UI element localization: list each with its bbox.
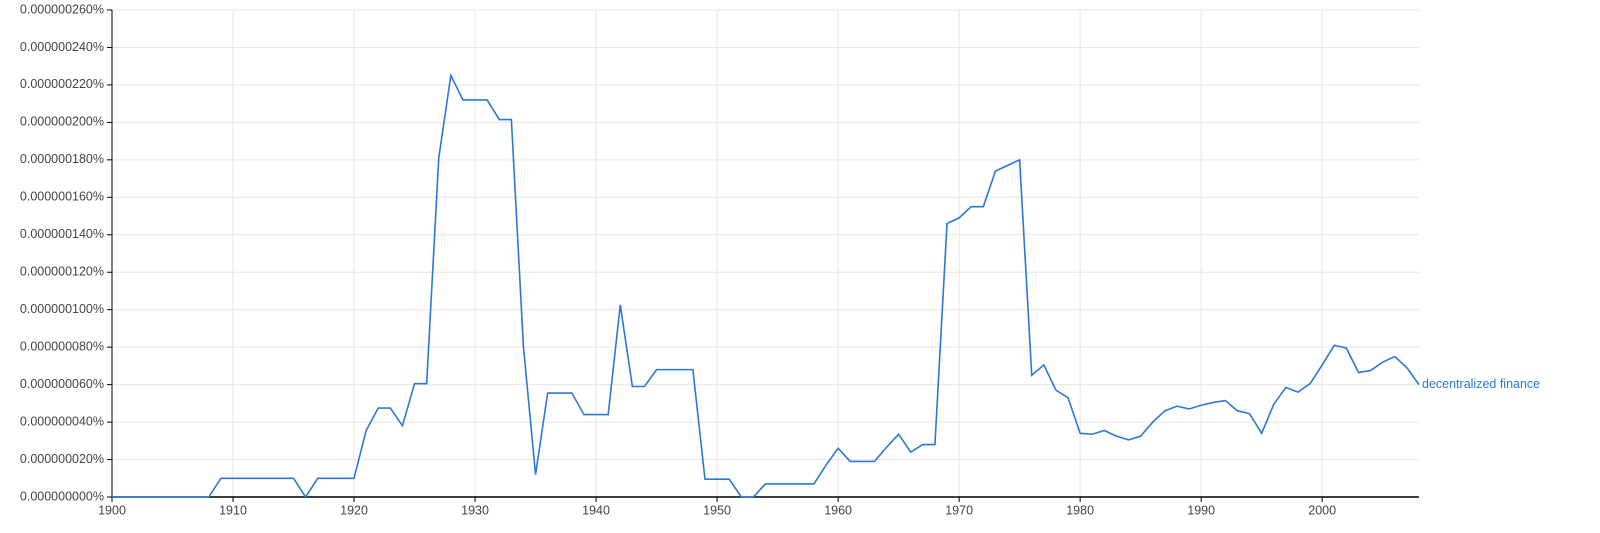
- x-tick-label: 1940: [582, 503, 610, 517]
- y-tick-label: 0.000000120%: [20, 265, 104, 279]
- y-tick-label: 0.000000260%: [20, 2, 104, 16]
- x-tick-label: 1910: [219, 503, 247, 517]
- y-tick-label: 0.000000240%: [20, 40, 104, 54]
- x-tick-label: 1980: [1066, 503, 1094, 517]
- y-tick-label: 0.000000020%: [20, 452, 104, 466]
- y-tick-label: 0.000000160%: [20, 190, 104, 204]
- y-tick-label: 0.000000140%: [20, 227, 104, 241]
- y-tick-label: 0.000000000%: [20, 489, 104, 503]
- x-tick-label: 1970: [945, 503, 973, 517]
- x-tick-label: 1900: [98, 503, 126, 517]
- y-tick-label: 0.000000040%: [20, 414, 104, 428]
- series-label: decentralized finance: [1422, 377, 1540, 391]
- y-tick-label: 0.000000060%: [20, 377, 104, 391]
- x-tick-label: 1950: [703, 503, 731, 517]
- y-tick-label: 0.000000200%: [20, 115, 104, 129]
- x-tick-label: 1990: [1187, 503, 1215, 517]
- y-tick-label: 0.000000180%: [20, 152, 104, 166]
- x-tick-label: 2000: [1308, 503, 1336, 517]
- x-tick-label: 1930: [461, 503, 489, 517]
- series-line: [112, 72, 1420, 499]
- y-tick-label: 0.000000100%: [20, 302, 104, 316]
- x-tick-label: 1960: [824, 503, 852, 517]
- x-tick-label: 1920: [340, 503, 368, 517]
- y-tick-label: 0.000000080%: [20, 339, 104, 353]
- y-tick-label: 0.000000220%: [20, 77, 104, 91]
